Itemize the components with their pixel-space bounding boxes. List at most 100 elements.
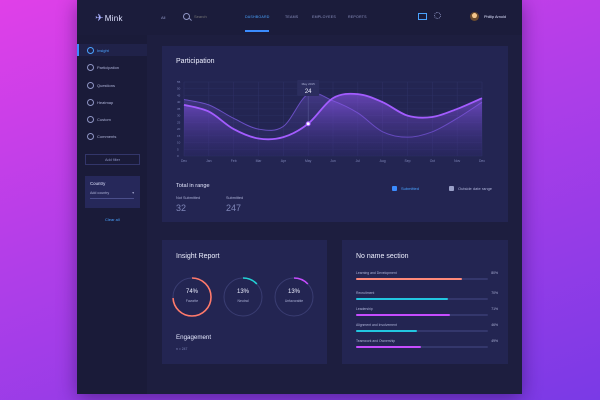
country-select-value: Add country bbox=[90, 191, 110, 195]
legend-submitted-swatch[interactable] bbox=[392, 186, 397, 191]
mail-icon[interactable] bbox=[418, 13, 427, 20]
chevron-down-icon: ▾ bbox=[132, 191, 134, 195]
nav-dashboard[interactable]: DASHBOARD bbox=[245, 15, 270, 19]
ring-favorite-arc bbox=[172, 277, 212, 317]
legend-submitted-label[interactable]: Submitted bbox=[401, 186, 420, 191]
legend-outside-swatch[interactable] bbox=[449, 186, 454, 191]
x-tick-label: May bbox=[305, 159, 312, 163]
gear-icon[interactable] bbox=[434, 12, 441, 19]
x-tick-label: Aug bbox=[380, 159, 386, 163]
bar-fill bbox=[356, 298, 449, 300]
sidebar-item-comments[interactable]: Comments bbox=[77, 130, 147, 142]
user-name[interactable]: Phillip Arnold bbox=[484, 15, 506, 19]
y-tick-label: 20 bbox=[177, 127, 181, 131]
ring-neutral-chart bbox=[223, 277, 263, 317]
add-filter-button[interactable]: Add filter bbox=[85, 154, 140, 165]
bar-track bbox=[356, 314, 488, 316]
engagement-sub: n = 247 bbox=[176, 347, 188, 351]
country-title: Country bbox=[90, 181, 106, 186]
y-tick-label: 40 bbox=[177, 100, 181, 104]
country-select[interactable]: Add country ▾ bbox=[90, 191, 134, 199]
tooltip-value: 24 bbox=[305, 89, 312, 95]
bar-row[interactable]: Learning and Development 80% bbox=[356, 271, 498, 285]
x-tick-label: Mar bbox=[256, 159, 263, 163]
stat-submitted-value: 247 bbox=[226, 203, 242, 213]
all-filter-button[interactable]: All bbox=[161, 15, 166, 20]
no-name-section-card: No name section Learning and Development… bbox=[342, 240, 508, 364]
y-tick-label: 55 bbox=[177, 80, 181, 84]
clear-all-link[interactable]: Clear all bbox=[105, 217, 120, 222]
bar-pct: 70% bbox=[491, 291, 498, 295]
insight-report-card: Insight Report 74% Favorite 13% Neutral … bbox=[162, 240, 327, 364]
sidebar-item-label: Participation bbox=[97, 64, 120, 70]
sidebar-item-heatmap[interactable]: Heatmap bbox=[77, 96, 147, 108]
bar-pct: 80% bbox=[491, 271, 498, 275]
bar-row[interactable]: Leadership 71% bbox=[356, 307, 498, 321]
search-input[interactable] bbox=[194, 14, 234, 19]
ring-unfavorable-pct: 13% bbox=[287, 289, 300, 295]
ring-neutral[interactable]: 13% Neutral bbox=[222, 276, 264, 318]
x-tick-label: Dec bbox=[479, 159, 485, 163]
search-icon[interactable] bbox=[183, 13, 190, 20]
ring-unfavorable[interactable]: 13% Unfavorable bbox=[273, 276, 315, 318]
participation-chart[interactable]: 0 5 10 15 20 25 30 35 40 45 50 55 Dec Jan Feb Mar Apr May… bbox=[176, 74, 486, 169]
sidebar-item-participation[interactable]: Participation bbox=[77, 61, 147, 73]
sidebar-item-custom[interactable]: Custom bbox=[77, 113, 147, 125]
ring-favorite[interactable]: 74% Favorite bbox=[171, 276, 213, 318]
logo-mark-icon: ✈ bbox=[95, 13, 104, 24]
ring-neutral-label: Neutral bbox=[237, 299, 249, 303]
bar-label: Recruitment bbox=[356, 291, 375, 295]
nav-employees[interactable]: EMPLOYEES bbox=[312, 15, 336, 19]
y-tick-label: 0 bbox=[177, 154, 179, 158]
y-tick-label: 30 bbox=[177, 114, 181, 118]
ring-favorite-pct: 74% bbox=[185, 289, 198, 295]
stat-not-submitted-value: 32 bbox=[176, 203, 187, 213]
bar-row[interactable]: Alignment and Involvement 46% bbox=[356, 323, 498, 337]
x-tick-label: Oct bbox=[430, 159, 435, 163]
ring-favorite-chart bbox=[172, 277, 212, 317]
sidebar-item-label: Insight bbox=[97, 47, 109, 53]
y-tick-label: 50 bbox=[177, 87, 181, 91]
legend-outside-label[interactable]: Outside date range bbox=[458, 186, 493, 191]
tooltip-label: May 2015 bbox=[302, 82, 316, 86]
bar-label: Learning and Development bbox=[356, 271, 397, 275]
x-tick-label: Dec bbox=[181, 159, 187, 163]
participation-card: Participation 0 5 10 15 20 25 30 35 40 45 50 55 Dec J… bbox=[162, 46, 508, 222]
ring-unfavorable-arc bbox=[274, 277, 314, 317]
bar-row[interactable]: Teamwork and Ownership 49% bbox=[356, 339, 498, 353]
sidebar-item-insight[interactable]: Insight bbox=[77, 44, 147, 56]
ring-neutral-pct: 13% bbox=[236, 289, 249, 295]
x-tick-label: Jan bbox=[206, 159, 212, 163]
bar-row[interactable]: Recruitment 70% bbox=[356, 291, 498, 305]
pin-icon bbox=[87, 64, 94, 71]
share-icon bbox=[87, 99, 94, 106]
y-tick-label: 45 bbox=[177, 93, 181, 97]
bar-track bbox=[356, 346, 488, 348]
avatar[interactable] bbox=[470, 12, 479, 21]
series-submitted-area bbox=[184, 93, 482, 156]
nav-reports[interactable]: REPORTS bbox=[348, 15, 367, 19]
x-tick-label: Jul bbox=[356, 159, 361, 163]
sidebar-item-questions[interactable]: Questions bbox=[77, 79, 147, 91]
y-tick-label: 35 bbox=[177, 107, 181, 111]
top-bar: ✈Mink All DASHBOARD TEAMS EMPLOYEES REPO… bbox=[77, 0, 522, 35]
ring-unfavorable-chart bbox=[274, 277, 314, 317]
country-filter: Country Add country ▾ bbox=[85, 176, 140, 208]
bar-fill bbox=[356, 346, 421, 348]
bar-track bbox=[356, 298, 488, 300]
bar-track bbox=[356, 278, 488, 280]
sidebar: Insight Participation Questions Heatmap … bbox=[77, 35, 147, 394]
bar-label: Alignment and Involvement bbox=[356, 323, 397, 327]
eye-icon bbox=[87, 47, 94, 54]
nav-teams[interactable]: TEAMS bbox=[285, 15, 299, 19]
bar-pct: 49% bbox=[491, 339, 498, 343]
series-submitted-line[interactable] bbox=[183, 92, 483, 141]
x-tick-label: Nov bbox=[454, 159, 460, 163]
no-name-section-title: No name section bbox=[356, 253, 409, 260]
tooltip-point[interactable] bbox=[305, 121, 311, 127]
logo[interactable]: ✈Mink bbox=[95, 13, 123, 24]
sidebar-item-label: Heatmap bbox=[97, 99, 114, 105]
stat-not-submitted-label: Not Submitted bbox=[176, 196, 201, 200]
bar-pct: 46% bbox=[491, 323, 498, 327]
total-in-range-title: Total in range bbox=[176, 183, 210, 189]
